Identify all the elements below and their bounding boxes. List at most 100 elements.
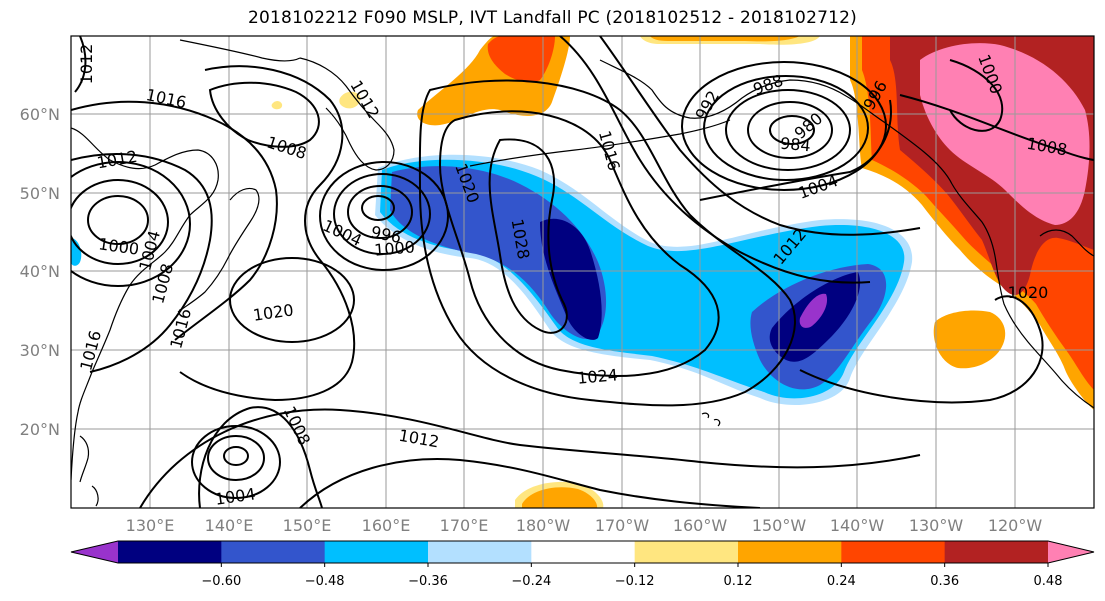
isobar-1008-ne (899, 94, 1094, 161)
colorbar-tick-label: −0.12 (615, 574, 655, 589)
coast-siberia (179, 39, 301, 62)
colorbar: −0.60 −0.48 −0.36 −0.24 −0.12 0.12 0.24 0.36 0.4… (70, 540, 1095, 589)
contour-label: 1000 (373, 237, 415, 259)
colorbar-segment (738, 541, 842, 563)
colorbar-tick-label: 0.24 (827, 574, 856, 589)
positive-shading (271, 36, 1094, 508)
lon-label: 150°E (283, 516, 332, 535)
isobar-1000-ne (949, 59, 1003, 132)
colorbar-segment (428, 541, 532, 563)
lon-label: 140°W (830, 516, 885, 535)
lon-label: 130°W (909, 516, 964, 535)
isobar-1004-ak (699, 99, 892, 201)
shade-med-blue (390, 166, 607, 340)
coast-asia (71, 127, 219, 481)
lon-label: 170°E (440, 516, 489, 535)
isobar-1008-sw (198, 406, 323, 508)
lon-label: 120°W (988, 516, 1043, 535)
isobar-sw-2 (207, 435, 265, 481)
isobar-w-6 (74, 36, 87, 93)
negative-shading (71, 154, 913, 406)
map-plot-area: 1012 1016 1012 1008 1012 1000 1004 1008 … (71, 36, 1094, 508)
contour-label: 984 (779, 134, 811, 156)
isobar-w-5 (71, 100, 278, 341)
shade-yellow-w2 (271, 101, 283, 110)
isobar-ak-2 (747, 101, 833, 159)
isobar-ak-1 (769, 115, 815, 145)
colorbar-segment (944, 541, 1049, 563)
colorbar-outline (70, 540, 1095, 564)
map-title: 2018102212 F090 MSLP, IVT Landfall PC (2… (248, 8, 857, 28)
coastlines (71, 39, 1094, 507)
lon-label: 160°W (673, 516, 728, 535)
map-frame (70, 35, 1095, 509)
isobar-w-4 (71, 153, 213, 373)
isobar-ak-3 (725, 89, 851, 171)
isobar-1008-w (179, 65, 356, 402)
lat-label: 50°N (20, 184, 60, 203)
isobar-w-low-1 (87, 195, 149, 245)
isobar-sw-1 (223, 446, 249, 466)
colorbar-segment (324, 541, 429, 563)
coast-japan (177, 187, 260, 313)
lat-label: 60°N (20, 105, 60, 124)
shade-pink-ne (920, 43, 1090, 225)
shade-red-n (487, 36, 555, 83)
contour-label: 1024 (576, 365, 618, 387)
colorbar-tick-label: −0.48 (305, 574, 345, 589)
isobar-1012-s (139, 408, 921, 508)
isobar-1020-e (799, 295, 1044, 404)
isobar-sw-3 (191, 425, 281, 499)
coast-na-inner (1039, 229, 1094, 257)
lat-label: 40°N (20, 262, 60, 281)
colorbar-tick-label: 0.48 (1034, 574, 1063, 589)
colorbar-segment (634, 541, 739, 563)
shade-orange-n2 (650, 36, 800, 42)
colorbar-tick-label: −0.60 (201, 574, 241, 589)
isobar-low160-2 (347, 185, 413, 239)
shade-purple (799, 293, 828, 328)
colorbar-tick-label: −0.36 (408, 574, 448, 589)
lon-labels: 130°E 140°E 150°E 160°E 170°E 180°W 170°… (126, 516, 1043, 535)
isobar-low160-3 (333, 173, 431, 255)
coast-philippines (79, 435, 99, 507)
isobar-1024 (438, 110, 720, 377)
lon-label: 140°E (205, 516, 254, 535)
shade-yellow-w (339, 91, 361, 109)
colorbar-extend-max (1048, 541, 1094, 563)
lat-label: 30°N (20, 341, 60, 360)
contour-label: 1004 (214, 484, 257, 508)
lat-label: 20°N (20, 420, 60, 439)
isobar-1016-s (299, 458, 761, 508)
lon-label: 160°E (362, 516, 411, 535)
isobar-low160-1 (361, 195, 395, 221)
colorbar-extend-min (71, 541, 118, 563)
colorbar-segment (118, 541, 222, 563)
colorbar-segment (531, 541, 636, 563)
coast-hawaii (701, 412, 721, 427)
isobar-1020-w (229, 257, 355, 343)
lon-label: 150°W (752, 516, 807, 535)
isobar-low160-4 (319, 161, 449, 271)
coast-na-west (951, 183, 1094, 409)
isobar-w-low-2 (71, 179, 169, 265)
lon-label: 130°E (126, 516, 175, 535)
shade-blue-west (71, 238, 82, 266)
shade-navy (540, 218, 602, 340)
isobar-1020-c (418, 79, 796, 407)
coast-alaska (599, 59, 953, 185)
colorbar-tick-label: 0.12 (724, 574, 753, 589)
coast-aleutians (469, 119, 731, 167)
coast-kamchatka (299, 57, 395, 171)
isobar-1016-w (208, 81, 320, 148)
shade-orange-e (933, 310, 1006, 369)
lat-labels: 60°N 50°N 40°N 30°N 20°N (20, 105, 60, 439)
colorbar-tick-label: −0.24 (511, 574, 551, 589)
isobar-1028 (488, 138, 568, 334)
colorbar-segment (841, 541, 946, 563)
colorbar-segment (221, 541, 326, 563)
isobar-ak-5 (681, 61, 887, 191)
colorbar-tick-label: 0.36 (930, 574, 959, 589)
shade-orange-s (522, 487, 598, 508)
